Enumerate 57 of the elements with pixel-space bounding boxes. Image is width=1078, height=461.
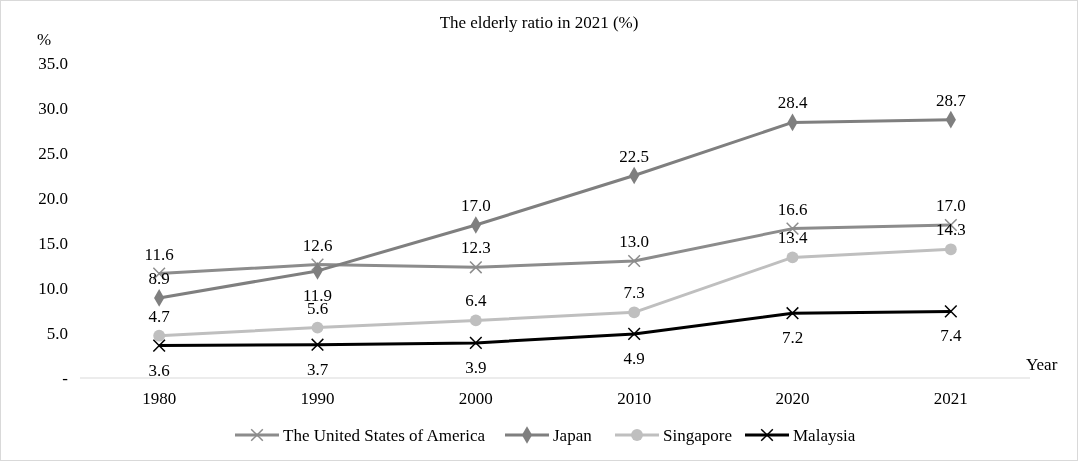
y-tick-label: -	[62, 369, 69, 388]
data-label: 17.0	[460, 196, 491, 215]
y-tick-label: 15.0	[38, 234, 68, 253]
point	[628, 306, 641, 319]
data-label: 6.4	[465, 291, 487, 311]
data-label: 14.3	[935, 220, 966, 240]
x-tick-label: 1980	[142, 389, 177, 408]
point	[311, 321, 324, 334]
data-label: 11.6	[144, 244, 174, 264]
x-tick-label: 2020	[775, 389, 810, 408]
point	[944, 243, 957, 256]
legend-label: The United States of America	[283, 426, 486, 445]
data-label: 7.3	[623, 283, 645, 303]
point	[785, 306, 800, 320]
data-label: 3.6	[148, 360, 170, 380]
data-label: 12.6	[302, 235, 333, 255]
data-label: 7.2	[781, 328, 804, 348]
data-label: 3.9	[465, 357, 487, 377]
y-tick-label: 25.0	[38, 144, 68, 163]
chart-title: The elderly ratio in 2021 (%)	[439, 13, 639, 32]
data-label: 22.5	[619, 146, 650, 166]
data-label: 4.7	[148, 306, 171, 326]
point	[786, 251, 799, 264]
data-label: 8.9	[148, 268, 170, 288]
data-label: 17.0	[935, 196, 966, 215]
legend-label: Singapore	[663, 426, 732, 445]
point	[153, 329, 166, 342]
point	[627, 327, 641, 341]
x-tick-label: 2021	[933, 389, 968, 408]
data-label: 4.9	[623, 348, 645, 368]
x-axis-title: Year	[1026, 355, 1058, 374]
point	[310, 338, 325, 352]
y-tick-label: 5.0	[46, 324, 68, 343]
x-tick-label: 2000	[458, 389, 493, 408]
data-label: 7.4	[940, 326, 962, 346]
y-tick-label: 20.0	[38, 189, 68, 208]
point	[469, 260, 483, 274]
data-label: 28.7	[935, 90, 967, 110]
x-tick-label: 1990	[300, 389, 335, 408]
y-axis-title: %	[36, 30, 52, 49]
point	[469, 314, 482, 327]
data-label: 13.4	[777, 228, 808, 248]
data-label: 12.3	[460, 238, 491, 258]
point	[944, 304, 958, 318]
x-tick-label: 2010	[617, 389, 652, 408]
point	[152, 339, 166, 353]
legend-label: Malaysia	[793, 426, 856, 445]
data-label: 13.0	[619, 232, 650, 251]
y-tick-label: 35.0	[38, 54, 68, 73]
legend-label: Japan	[553, 426, 593, 445]
data-label: 28.4	[777, 93, 808, 113]
point	[627, 254, 641, 268]
data-label: 16.6	[777, 199, 808, 219]
data-label: 3.7	[306, 359, 329, 379]
y-tick-label: 10.0	[38, 279, 68, 298]
point	[469, 336, 483, 350]
y-tick-label: 30.0	[38, 99, 68, 118]
